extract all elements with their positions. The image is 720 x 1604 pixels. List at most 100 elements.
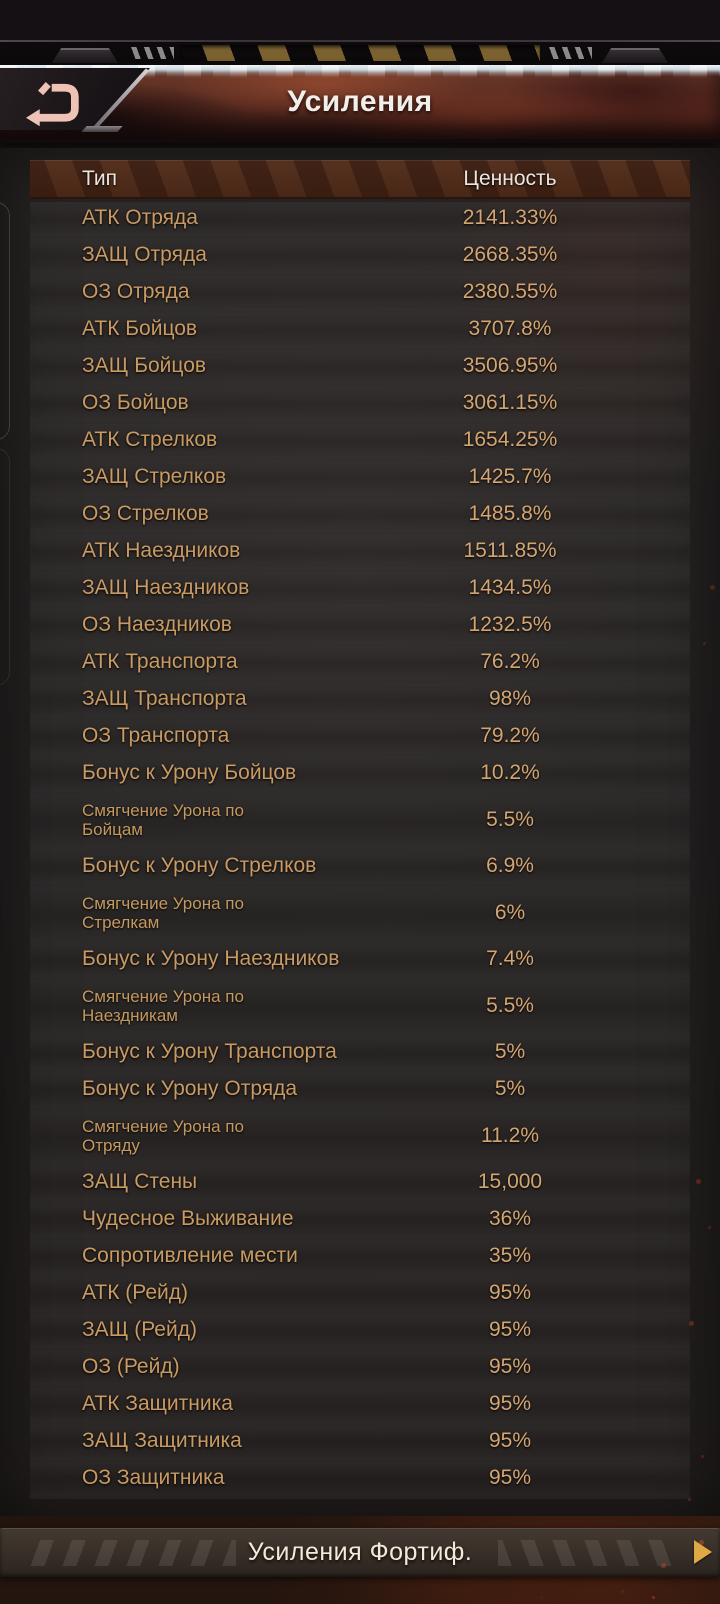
panel-edge-decoration	[0, 448, 10, 686]
row-value: 76.2%	[480, 650, 540, 673]
row-label: Смягчение Урона по Бойцам	[82, 800, 244, 839]
row-value: 5.5%	[486, 807, 534, 831]
row-label: ОЗ Стрелков	[82, 502, 209, 525]
table-row: ЗАЩ (Рейд) 95%	[30, 1314, 690, 1351]
table-row: АТК Транспорта 76.2%	[30, 646, 690, 683]
row-label: Смягчение Урона по Стрелкам	[82, 893, 244, 932]
row-label: Смягчение Урона по Наездникам	[82, 986, 244, 1025]
table-row: ОЗ Стрелков 1485.8%	[30, 498, 690, 535]
row-label: Бонус к Урону Стрелков	[82, 854, 317, 877]
row-value: 79.2%	[480, 724, 540, 747]
row-value: 2141.33%	[462, 206, 558, 229]
row-value: 5%	[494, 1040, 526, 1063]
table-row: ОЗ Бойцов 3061.15%	[30, 387, 690, 424]
row-label: ОЗ (Рейд)	[82, 1355, 180, 1378]
row-label: АТК Бойцов	[82, 317, 198, 340]
table-row: ОЗ Наездников 1232.5%	[30, 609, 690, 646]
row-value: 6%	[494, 900, 526, 924]
row-value: 95%	[488, 1355, 532, 1378]
table-row: Бонус к Урону Транспорта 5%	[30, 1036, 690, 1073]
table-row: АТК Защитника 95%	[30, 1388, 690, 1425]
column-header-value: Ценность	[463, 166, 557, 190]
row-value: 15,000	[477, 1170, 543, 1193]
table-row: ЗАЩ Транспорта 98%	[30, 683, 690, 720]
table-row: АТК Отряда 2141.33%	[30, 202, 690, 239]
fortification-boosts-button[interactable]: Усиления Фортиф.	[0, 1528, 720, 1577]
table-row: Бонус к Урону Стрелков 6.9%	[30, 850, 690, 887]
row-value: 95%	[488, 1318, 532, 1341]
table-row: ЗАЩ Наездников 1434.5%	[30, 572, 690, 609]
row-label: Бонус к Урону Транспорта	[82, 1040, 337, 1063]
row-value: 5.5%	[486, 993, 534, 1017]
table-row: Чудесное Выживание 36%	[30, 1203, 690, 1240]
footer-button-label: Усиления Фортиф.	[247, 1538, 473, 1566]
stats-panel: Тип Ценность АТК Отряда 2141.33% ЗАЩ Отр…	[0, 148, 720, 1516]
table-row: ЗАЩ Стрелков 1425.7%	[30, 461, 690, 498]
row-label: ОЗ Транспорта	[82, 724, 230, 747]
table-row: ОЗ Транспорта 79.2%	[30, 720, 690, 757]
row-label: АТК Защитника	[82, 1392, 233, 1415]
row-label: ЗАЩ Наездников	[82, 576, 250, 599]
page-title: Усиления	[287, 85, 433, 118]
frame-bevel-line	[0, 40, 720, 42]
row-value: 95%	[488, 1429, 532, 1452]
row-label: ЗАЩ (Рейд)	[82, 1318, 197, 1341]
row-label: ЗАЩ Стены	[82, 1170, 198, 1193]
row-label: ЗАЩ Транспорта	[82, 687, 247, 710]
row-value: 2380.55%	[462, 280, 558, 303]
row-value: 3061.15%	[462, 391, 558, 414]
row-value: 10.2%	[480, 761, 540, 784]
table-row: ОЗ Отряда 2380.55%	[30, 276, 690, 313]
chevron-stripes-right	[498, 1540, 678, 1566]
table-row: Смягчение Урона по Стрелкам 6%	[30, 887, 690, 943]
frame-trapezoid-right	[602, 48, 668, 63]
row-value: 11.2%	[481, 1123, 539, 1147]
tick-stripes-left	[128, 47, 174, 59]
table-row: АТК (Рейд) 95%	[30, 1277, 690, 1314]
row-value: 1485.8%	[468, 502, 552, 525]
row-value: 7.4%	[486, 947, 534, 970]
stats-rows[interactable]: АТК Отряда 2141.33% ЗАЩ Отряда 2668.35% …	[30, 202, 690, 1499]
row-label: Смягчение Урона по Отряду	[82, 1116, 244, 1155]
row-value: 3707.8%	[468, 317, 552, 340]
row-label: Сопротивление мести	[82, 1244, 298, 1267]
table-row: Бонус к Урону Отряда 5%	[30, 1073, 690, 1110]
row-label: ОЗ Наездников	[82, 613, 232, 636]
row-label: Бонус к Урону Отряда	[82, 1077, 298, 1100]
title-bar: Усиления	[0, 65, 720, 143]
row-label: АТК (Рейд)	[82, 1281, 188, 1304]
row-value: 95%	[488, 1281, 532, 1304]
table-row: ЗАЩ Бойцов 3506.95%	[30, 350, 690, 387]
panel-edge-decoration	[0, 202, 10, 440]
table-row: ЗАЩ Защитника 95%	[30, 1425, 690, 1462]
table-row: ОЗ Защитника 95%	[30, 1462, 690, 1499]
table-header: Тип Ценность	[30, 160, 690, 199]
row-label: Бонус к Урону Бойцов	[82, 761, 297, 784]
table-row: Сопротивление мести 35%	[30, 1240, 690, 1277]
row-label: АТК Отряда	[82, 206, 198, 229]
table-row: ЗАЩ Отряда 2668.35%	[30, 239, 690, 276]
table-row: Смягчение Урона по Отряду 11.2%	[30, 1110, 690, 1166]
row-value: 2668.35%	[462, 243, 558, 266]
table-row: АТК Стрелков 1654.25%	[30, 424, 690, 461]
row-label: АТК Наездников	[82, 539, 241, 562]
row-value: 1511.85%	[463, 539, 557, 562]
row-label: АТК Стрелков	[82, 428, 218, 451]
row-value: 35%	[488, 1244, 532, 1267]
ice-edge-decoration	[0, 65, 720, 76]
rust-particles	[0, 0, 3, 3]
row-label: ОЗ Отряда	[82, 280, 190, 303]
chevron-stripes-left	[26, 1540, 236, 1566]
top-frame-decoration	[0, 0, 720, 65]
row-label: ЗАЩ Защитника	[82, 1429, 242, 1452]
row-value: 95%	[488, 1466, 532, 1489]
row-label: Бонус к Урону Наездников	[82, 947, 340, 970]
table-row: АТК Наездников 1511.85%	[30, 535, 690, 572]
row-value: 1232.5%	[468, 613, 552, 636]
tick-stripes-right	[546, 47, 592, 59]
row-label: Чудесное Выживание	[82, 1207, 294, 1230]
row-value: 36%	[488, 1207, 532, 1230]
frame-trapezoid-left	[52, 48, 118, 63]
row-label: АТК Транспорта	[82, 650, 238, 673]
